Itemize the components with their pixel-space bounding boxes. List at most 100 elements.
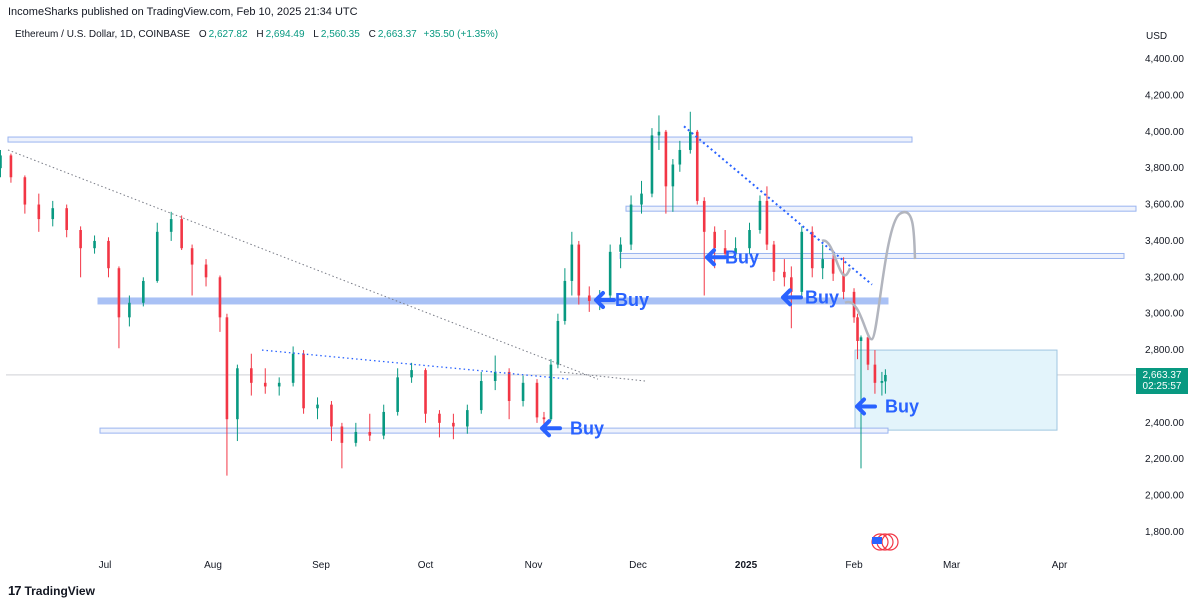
candle-body (466, 410, 469, 427)
candle-body (723, 248, 727, 254)
candle-body (713, 231, 716, 249)
candle-body (821, 259, 824, 269)
candle-body (493, 371, 497, 382)
symbol-name: Ethereum / U.S. Dollar, 1D, COINBASE (15, 29, 191, 40)
candle-body (629, 204, 633, 245)
x-tick-label: Sep (312, 560, 330, 571)
candle-body (330, 404, 333, 427)
projection-path-lead (821, 239, 852, 277)
open-value: 2,627.82 (208, 29, 248, 40)
support-band-low (99, 427, 889, 434)
x-tick-label: 2025 (735, 560, 758, 571)
change-value: +35.50 (+1.35%) (423, 29, 499, 40)
candle-body (37, 204, 41, 220)
candle-body (800, 231, 804, 292)
candle-body (302, 353, 305, 409)
candle-body (479, 381, 483, 411)
y-tick-label: 3,400.00 (1145, 236, 1184, 247)
candle-body (772, 244, 776, 272)
candle-body (225, 317, 229, 420)
candle-body (340, 426, 344, 443)
candles-layer (0, 111, 887, 476)
candle-body (236, 368, 239, 420)
badge-canton (872, 537, 882, 544)
candle-body (142, 280, 145, 303)
x-tick-label: Aug (204, 560, 222, 571)
x-tick-label: Apr (1052, 560, 1068, 571)
high-label: H (256, 29, 264, 40)
candle-body (521, 382, 525, 402)
candle-body (107, 240, 110, 269)
y-tick-label: 2,400.00 (1145, 418, 1184, 429)
candle-body (542, 417, 546, 420)
trendline-tail-dotted (559, 371, 646, 382)
resistance-band-mid (619, 252, 1125, 259)
candle-body (702, 200, 706, 232)
candle-body (880, 381, 884, 383)
high-value: 2,694.49 (265, 29, 305, 40)
candle-body (0, 155, 2, 169)
resistance-band-upper (625, 205, 1137, 212)
candle-body (758, 200, 762, 231)
symbol-legend: Ethereum / U.S. Dollar, 1D, COINBASE O 2,… (15, 29, 498, 40)
last-price-value: 2,663.37 (1142, 370, 1182, 381)
y-tick-label: 3,800.00 (1145, 163, 1184, 174)
candle-body (410, 370, 413, 378)
candle-body (765, 200, 769, 245)
candle-body (783, 271, 786, 278)
candle-body (204, 264, 208, 278)
candle-body (664, 131, 668, 187)
candle-body (650, 135, 654, 194)
candle-body (619, 244, 622, 252)
countdown-value: 02:25:57 (1142, 381, 1182, 392)
tradingview-footer[interactable]: 17 TradingView (8, 583, 95, 598)
currency-label: USD (1146, 31, 1168, 42)
candle-body (155, 231, 159, 281)
candle-body (452, 422, 455, 427)
y-tick-label: 2,000.00 (1145, 491, 1184, 502)
candle-body (549, 364, 553, 420)
x-tick-label: Feb (845, 560, 863, 571)
buy-arrow-icon (855, 397, 877, 416)
low-value: 2,560.35 (320, 29, 360, 40)
publisher-line: IncomeSharks published on TradingView.co… (8, 6, 358, 18)
y-tick-label: 4,200.00 (1145, 90, 1184, 101)
candle-body (424, 370, 427, 414)
trendline-descending-resistance (683, 125, 873, 286)
candle-body (859, 337, 863, 341)
y-tick-label: 3,000.00 (1145, 309, 1184, 320)
candle-body (218, 277, 222, 318)
candle-body (354, 431, 358, 443)
y-tick-label: 4,400.00 (1145, 54, 1184, 65)
close-label: C (368, 29, 376, 40)
candle-body (382, 411, 386, 436)
candle-body (856, 317, 859, 341)
candle-body (608, 251, 612, 296)
candle-body (748, 230, 751, 249)
buy-label: Buy (885, 396, 919, 416)
x-tick-label: Mar (943, 560, 961, 571)
candle-body (678, 149, 682, 165)
buy-label: Buy (615, 290, 649, 310)
candle-body (263, 382, 267, 387)
candle-body (810, 231, 814, 269)
candle-body (128, 302, 131, 318)
projection-path (844, 210, 917, 341)
buy-label: Buy (805, 287, 839, 307)
open-label: O (198, 29, 207, 40)
candle-body (438, 413, 441, 423)
candle-body (93, 240, 96, 249)
candle-body (657, 131, 661, 136)
y-tick-label: 2,800.00 (1145, 345, 1184, 356)
candle-body (169, 219, 173, 232)
buy-arrow-icon (540, 419, 562, 438)
x-tick-label: Nov (525, 560, 543, 571)
candle-body (316, 404, 319, 409)
candle-body (368, 431, 372, 436)
candle-body (51, 208, 55, 220)
candle-body (507, 371, 511, 402)
buy-label: Buy (725, 247, 759, 267)
candle-body (831, 259, 835, 274)
last-price-tag: 2,663.37 02:25:57 (1136, 368, 1188, 394)
